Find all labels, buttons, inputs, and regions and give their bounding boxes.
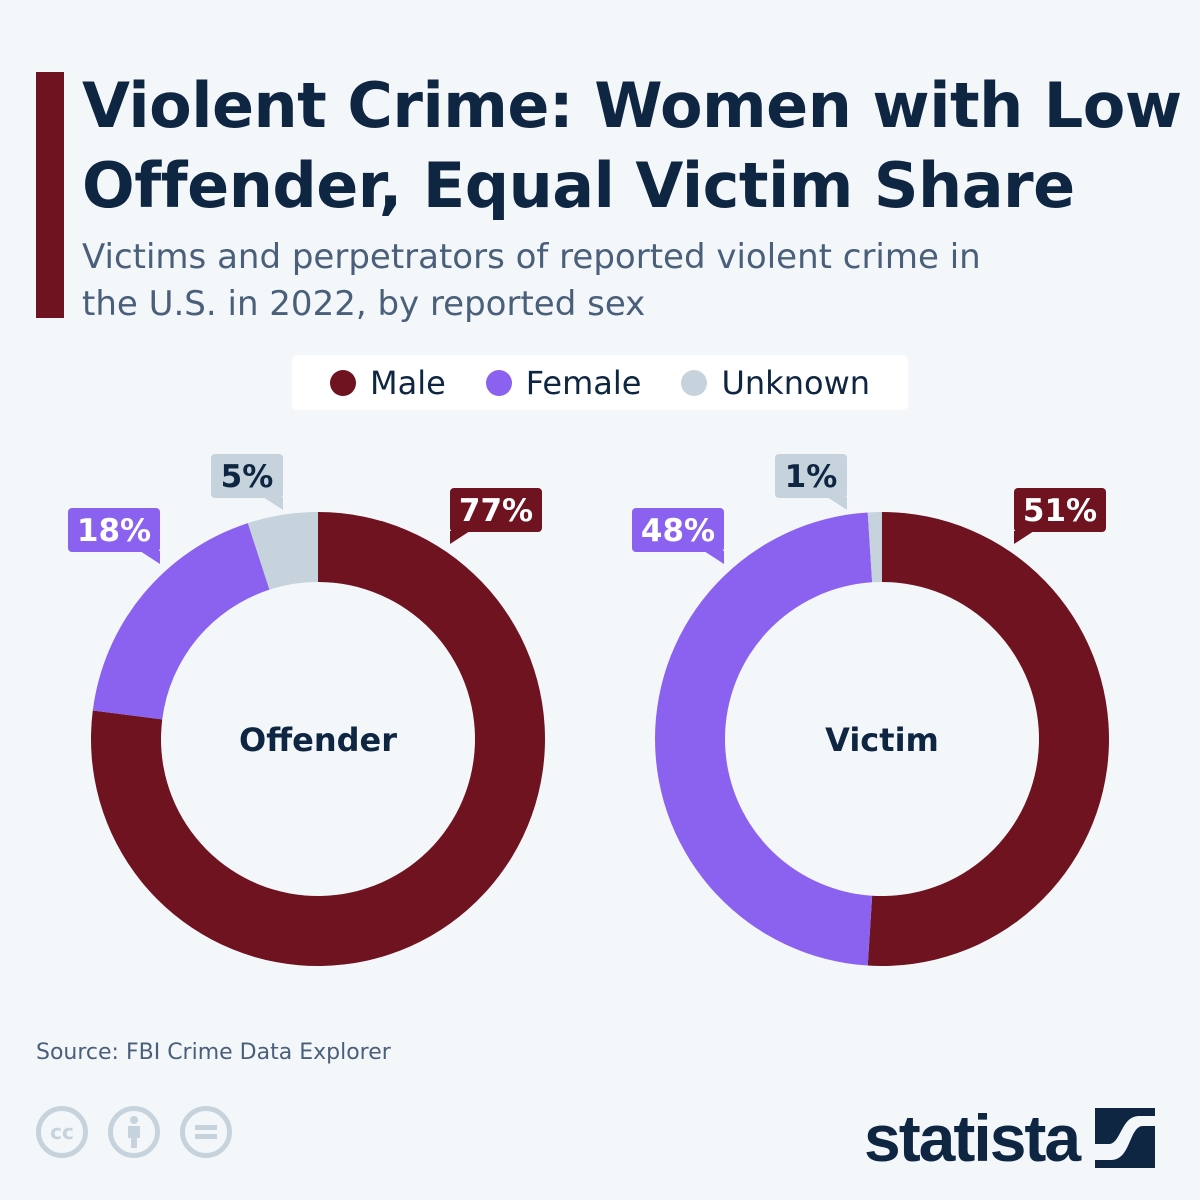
donut-charts: 77% 18% 5% Offender 51% 48% 1% Victim: [68, 454, 1110, 966]
cc-icon: cc: [36, 1106, 88, 1158]
legend-label: Male: [369, 363, 446, 402]
statista-logo: statista: [864, 1100, 1156, 1176]
legend: Male Female Unknown: [292, 355, 908, 410]
data-label-male: 51%: [1014, 488, 1106, 544]
donut-center-label: Victim: [825, 721, 939, 759]
data-label-female: 48%: [632, 508, 724, 564]
data-label-unknown: 5%: [211, 454, 283, 510]
page-title: Violent Crime: Women with Low Offender, …: [82, 69, 1182, 222]
data-label-male: 77%: [450, 488, 542, 544]
donut-slice-male: [867, 512, 1110, 966]
legend-item-male: Male: [329, 363, 446, 402]
legend-label: Unknown: [721, 363, 871, 402]
page-subtitle: Victims and perpetrators of reported vio…: [82, 237, 981, 324]
data-label-unknown: 1%: [775, 454, 847, 510]
donut-slice-female: [655, 512, 873, 966]
legend-item-unknown: Unknown: [681, 364, 870, 402]
donut-slice-male: [90, 512, 545, 966]
data-label-text: 77%: [459, 493, 533, 529]
data-label-female: 18%: [68, 508, 160, 564]
statista-logo-icon: [1095, 1108, 1156, 1168]
data-label-text: 48%: [641, 513, 715, 549]
donut-slice-unknown: [247, 512, 318, 590]
legend-item-female: Female: [485, 363, 642, 402]
data-label-text: 18%: [77, 513, 151, 549]
data-label-text: 1%: [785, 459, 838, 495]
data-label-text: 5%: [221, 459, 274, 495]
source-note: Source: FBI Crime Data Explorer: [36, 1040, 391, 1065]
data-label-text: 51%: [1023, 493, 1097, 529]
legend-dot-male: [329, 369, 356, 396]
title-accent-bar: [36, 72, 64, 318]
brand-name: statista: [864, 1101, 1081, 1175]
donut-center-label: Offender: [239, 721, 397, 759]
no-derivatives-icon: [180, 1106, 232, 1158]
legend-dot-unknown: [681, 369, 708, 396]
attribution-icon: [108, 1106, 160, 1158]
donut-slice-unknown: [867, 512, 882, 583]
donut-slice-female: [92, 523, 270, 720]
legend-dot-female: [485, 369, 512, 396]
legend-label: Female: [525, 363, 642, 402]
